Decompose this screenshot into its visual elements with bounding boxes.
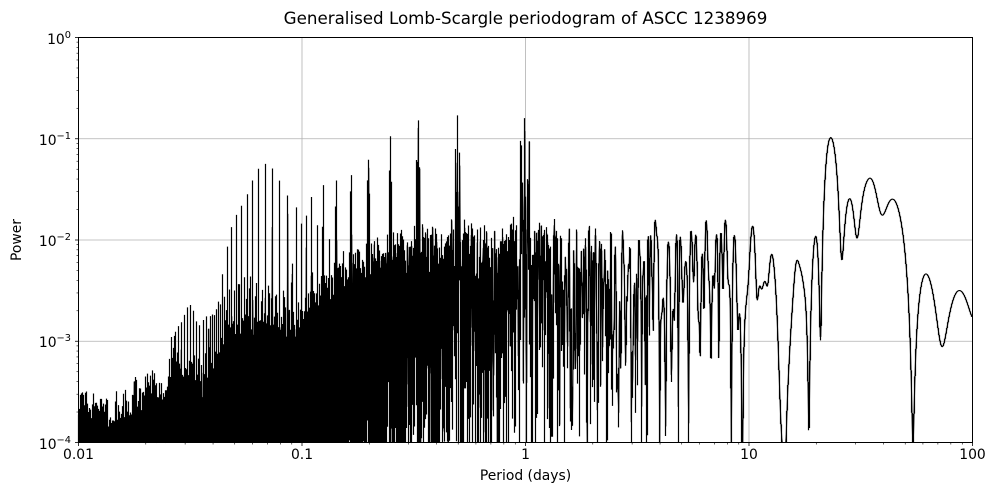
x-tick-label: 10 <box>740 447 758 463</box>
y-tick-label: 10−3 <box>39 333 71 351</box>
y-tick-mantissa: 10 <box>38 436 57 453</box>
y-tick-mantissa: 10 <box>38 233 57 250</box>
y-axis-label: Power <box>9 219 25 261</box>
x-tick-label: 100 <box>959 447 986 463</box>
y-tick-mantissa: 10 <box>38 132 57 149</box>
periodogram-series-line <box>78 127 973 444</box>
chart-title: Generalised Lomb-Scargle periodogram of … <box>283 8 768 28</box>
x-tick-label: 0.01 <box>63 447 94 463</box>
y-tick-exponent: −4 <box>56 434 71 446</box>
x-tick-label: 0.1 <box>290 447 314 463</box>
y-tick-label: 10−4 <box>39 435 71 453</box>
y-tick-exponent: −3 <box>56 333 71 345</box>
y-tick-exponent: −1 <box>56 130 71 142</box>
y-tick-exponent: 0 <box>64 29 71 41</box>
series-layer <box>77 115 973 444</box>
y-tick-exponent: −2 <box>56 232 71 244</box>
y-tick-mantissa: 10 <box>47 31 65 48</box>
y-tick-label: 10−1 <box>39 131 71 149</box>
x-axis-label: Period (days) <box>479 468 572 484</box>
y-tick-mantissa: 10 <box>38 335 57 352</box>
y-tick-label: 100 <box>47 30 71 48</box>
y-tick-label: 10−2 <box>39 232 71 250</box>
tick-layer <box>75 37 973 446</box>
x-tick-label: 1 <box>521 447 530 463</box>
